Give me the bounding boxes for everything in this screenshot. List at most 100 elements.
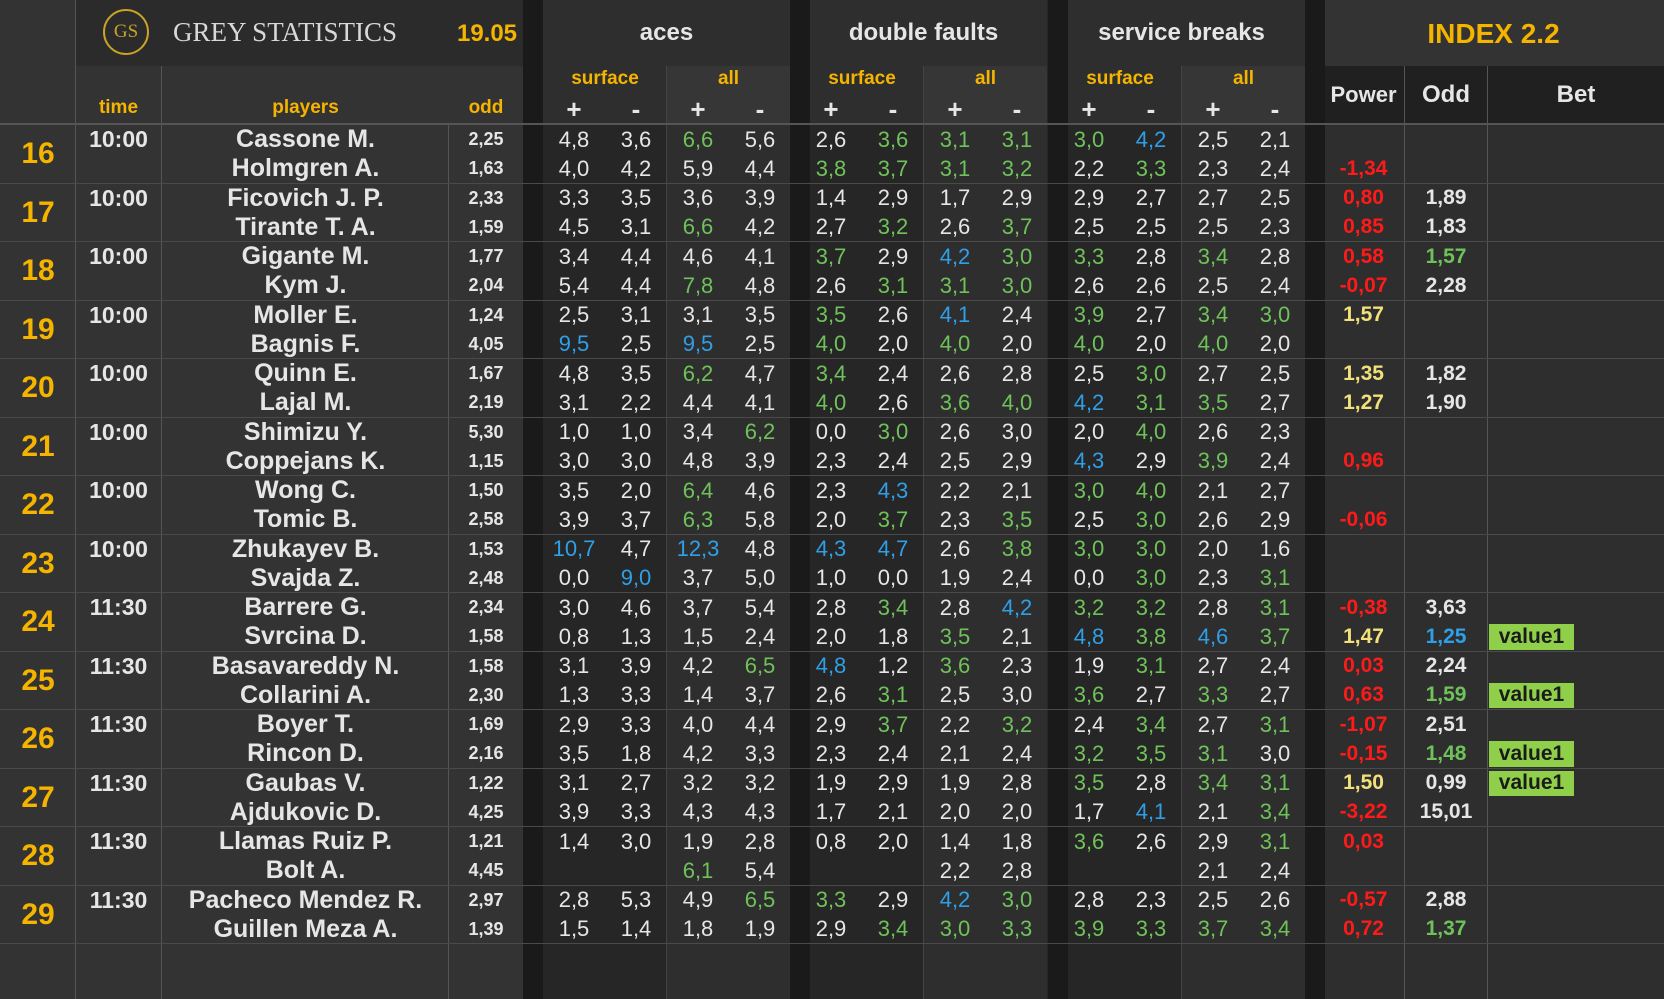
sign-header: + (947, 93, 963, 124)
stat-value: 2,9 (877, 185, 909, 211)
stat-value: 9,5 (558, 331, 590, 357)
stat-value: 1,8 (620, 740, 652, 766)
player-name[interactable]: Svrcina D. (244, 622, 367, 651)
stat-value: 2,1 (1259, 126, 1291, 152)
bet-value-badge[interactable]: value1 (1489, 770, 1574, 796)
stat-value: 3,0 (1135, 536, 1167, 562)
player-name[interactable]: Ficovich J. P. (227, 183, 384, 212)
stat-value: 0,8 (558, 623, 590, 649)
stat-value: 2,7 (620, 770, 652, 796)
stat-value: 2,5 (1073, 360, 1105, 386)
player-name[interactable]: Llamas Ruiz P. (218, 827, 393, 856)
player-name[interactable]: Tirante T. A. (235, 212, 376, 241)
player-name[interactable]: Shimizu Y. (243, 417, 368, 446)
player-name[interactable]: Tomic B. (253, 505, 358, 534)
column-divider (923, 66, 924, 999)
odd-header: Odd (1422, 81, 1470, 108)
stat-value: 2,4 (1001, 302, 1033, 328)
stat-value: 2,5 (1197, 126, 1229, 152)
player-name[interactable]: Bolt A. (265, 856, 346, 885)
stat-value: 3,1 (877, 682, 909, 708)
stat-value: 1,4 (939, 828, 971, 854)
stat-value: 1,9 (1073, 653, 1105, 679)
match-number: 29 (21, 897, 55, 931)
stat-value: 3,1 (558, 653, 590, 679)
stat-value: 2,3 (815, 477, 847, 503)
player-name[interactable]: Ajdukovic D. (229, 797, 382, 826)
stat-value: 4,3 (1073, 448, 1105, 474)
stat-value: 3,0 (1135, 565, 1167, 591)
stat-value: 2,3 (1001, 653, 1033, 679)
bet-value-badge[interactable]: value1 (1489, 682, 1574, 708)
player-name[interactable]: Boyer T. (256, 710, 355, 739)
player-name[interactable]: Collarini A. (239, 680, 372, 709)
player-name[interactable]: Quinn E. (254, 359, 357, 388)
stat-value: 2,6 (939, 536, 971, 562)
stat-value: 2,0 (877, 331, 909, 357)
stat-value: 1,3 (620, 623, 652, 649)
stat-value: 2,5 (939, 682, 971, 708)
row-divider (0, 826, 1664, 827)
player-name[interactable]: Gigante M. (241, 242, 370, 271)
stat-value: 2,8 (558, 887, 590, 913)
group-title: double faults (848, 19, 999, 46)
stat-value: 2,4 (1259, 653, 1291, 679)
bet-value-badge[interactable]: value1 (1489, 741, 1574, 767)
stat-value: 4,5 (558, 214, 590, 240)
index-odd-value: 2,51 (1425, 712, 1467, 736)
stat-value: 3,5 (744, 302, 776, 328)
player-odd: 2,16 (468, 743, 504, 764)
bet-value-badge[interactable]: value1 (1489, 624, 1574, 650)
stat-value: 4,0 (558, 155, 590, 181)
player-odd: 4,05 (468, 333, 504, 354)
stat-value: 6,2 (744, 419, 776, 445)
match-number: 28 (21, 839, 55, 873)
stat-value: 3,2 (682, 770, 714, 796)
stat-value: 2,4 (1259, 272, 1291, 298)
stat-value: 6,2 (682, 360, 714, 386)
stat-value: 2,5 (1197, 272, 1229, 298)
player-name[interactable]: Lajal M. (259, 388, 352, 417)
player-name[interactable]: Pacheco Mendez R. (188, 885, 423, 914)
index-odd-value: 1,82 (1425, 361, 1467, 385)
stat-value: 4,2 (682, 740, 714, 766)
stat-value: 4,4 (620, 243, 652, 269)
player-name[interactable]: Guillen Meza A. (213, 914, 398, 943)
stat-value: 3,4 (877, 916, 909, 942)
player-odd: 1,24 (468, 304, 504, 325)
match-time: 11:30 (89, 711, 148, 738)
stat-value: 2,4 (877, 360, 909, 386)
subheader-surface: surface (828, 68, 896, 89)
match-number: 20 (21, 371, 55, 405)
player-name[interactable]: Coppejans K. (225, 446, 386, 475)
stat-value: 3,0 (877, 419, 909, 445)
player-name[interactable]: Moller E. (253, 300, 358, 329)
player-name[interactable]: Rincon D. (247, 739, 364, 768)
stat-value: 3,1 (1135, 389, 1167, 415)
stat-value: 3,7 (744, 682, 776, 708)
index-odd-value: 1,48 (1425, 741, 1467, 765)
stat-value: 3,0 (1001, 682, 1033, 708)
player-name[interactable]: Basavareddy N. (211, 651, 400, 680)
player-name[interactable]: Zhukayev B. (231, 534, 380, 563)
stat-all-shade (667, 66, 790, 999)
stat-value: 3,0 (939, 916, 971, 942)
stat-value: 4,3 (815, 536, 847, 562)
column-divider (75, 0, 76, 999)
stat-value: 4,4 (744, 711, 776, 737)
match-time: 10:00 (89, 418, 148, 445)
player-name[interactable]: Cassone M. (236, 125, 375, 154)
player-name[interactable]: Holmgren A. (231, 154, 380, 183)
player-name[interactable]: Svajda Z. (250, 563, 361, 592)
stat-value: 3,6 (877, 126, 909, 152)
index-odd-value: 1,25 (1425, 624, 1467, 648)
stat-value: 4,6 (744, 477, 776, 503)
stat-value: 2,4 (1259, 448, 1291, 474)
player-name[interactable]: Bagnis F. (250, 329, 361, 358)
player-odd: 1,58 (468, 626, 504, 647)
player-name[interactable]: Wong C. (255, 476, 356, 505)
stat-value: 2,0 (1197, 536, 1229, 562)
player-name[interactable]: Kym J. (264, 271, 347, 300)
player-name[interactable]: Gaubas V. (245, 768, 366, 797)
player-name[interactable]: Barrere G. (244, 593, 367, 622)
